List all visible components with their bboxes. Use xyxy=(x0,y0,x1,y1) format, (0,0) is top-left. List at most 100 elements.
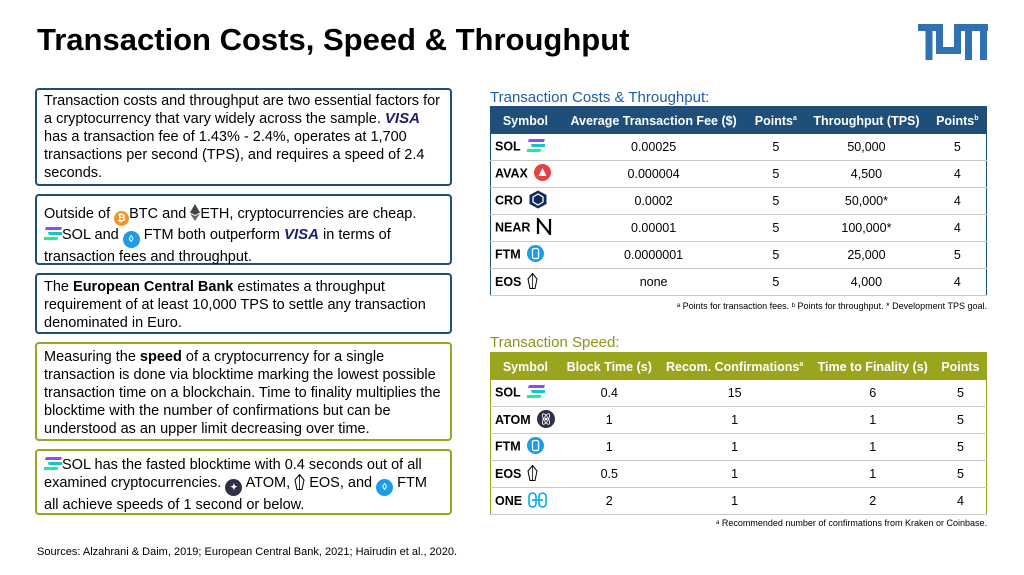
ecb-bold: European Central Bank xyxy=(73,279,234,295)
cell-block: 1 xyxy=(559,406,659,434)
cell-fin: 1 xyxy=(810,433,935,461)
table-row: CRO 0.0002 5 50,000* 4 xyxy=(490,187,987,215)
cell-p2: 5 xyxy=(928,241,987,269)
cell-block: 2 xyxy=(559,487,659,515)
cell-fee: none xyxy=(559,268,748,296)
intro-box: Transaction costs and throughput are two… xyxy=(35,88,452,186)
cell-p2: 4 xyxy=(928,160,987,188)
speed-table: Symbol Block Time (s) Recom. Confirmatio… xyxy=(490,352,987,515)
symbol-cell: NEAR xyxy=(490,214,560,242)
cell-tps: 4,500 xyxy=(804,160,929,188)
symbol-label: FTM xyxy=(495,439,521,454)
col-points: Points xyxy=(934,352,987,380)
symbol-cell: ONE xyxy=(490,487,560,515)
cheap-text-btc: BTC and xyxy=(129,206,187,222)
symbol-label: NEAR xyxy=(495,220,531,235)
table-row: AVAX 0.000004 5 4,500 4 xyxy=(490,160,987,188)
table-row: SOL 0.00025 5 50,000 5 xyxy=(490,134,987,161)
avalanche-icon xyxy=(533,164,551,184)
cell-tps: 50,000* xyxy=(804,187,929,215)
cell-fee: 0.0002 xyxy=(559,187,748,215)
cheap-text-ftm: FTM both outperform xyxy=(143,227,280,243)
cheap-text-sol: SOL and xyxy=(62,227,119,243)
table-header-row: Symbol Average Transaction Fee ($) Point… xyxy=(490,106,987,134)
fantom-icon xyxy=(526,245,544,265)
table-row: ATOM 1 1 1 5 xyxy=(490,406,987,434)
cell-block: 1 xyxy=(559,433,659,461)
cell-tps: 4,000 xyxy=(804,268,929,296)
eos-icon xyxy=(527,464,538,484)
symbol-cell: FTM xyxy=(490,241,560,269)
symbol-cell: ATOM xyxy=(490,406,560,434)
cheap-text-a: Outside of xyxy=(44,206,111,222)
symbol-label: CRO xyxy=(495,193,523,208)
cell-p2: 4 xyxy=(928,187,987,215)
visa-logo: VISA xyxy=(283,226,319,243)
col-fee: Average Transaction Fee ($) xyxy=(559,106,748,134)
eos-icon xyxy=(527,272,538,292)
symbol-label: ONE xyxy=(495,493,523,508)
cheap-text-eth: ETH, cryptocurrencies are cheap. xyxy=(200,206,417,222)
near-icon xyxy=(536,215,552,238)
fantom-icon: ◊ xyxy=(122,231,140,248)
cell-pts: 5 xyxy=(934,406,987,434)
col-confirmations: Recom. Confirmationsa xyxy=(658,352,811,380)
solana-icon xyxy=(523,385,548,401)
intro-text-1: Transaction costs and throughput are two… xyxy=(44,93,441,127)
cell-fee: 0.00025 xyxy=(559,134,748,161)
speed-text-a: Measuring the xyxy=(44,349,136,365)
table-row: EOS 0.5 1 1 5 xyxy=(490,460,987,488)
cell-tps: 100,000* xyxy=(804,214,929,242)
cell-conf: 1 xyxy=(658,433,811,461)
cell-p1: 5 xyxy=(747,187,805,215)
table2-caption: Transaction Speed: xyxy=(490,334,620,351)
sol-box: SOL has the fasted blocktime with 0.4 se… xyxy=(35,449,452,515)
speed-bold: speed xyxy=(139,349,182,365)
table-header-row: Symbol Block Time (s) Recom. Confirmatio… xyxy=(490,352,987,380)
symbol-label: FTM xyxy=(495,247,521,262)
cell-pts: 5 xyxy=(934,460,987,488)
cell-fin: 6 xyxy=(810,380,935,407)
ecb-text-a: The xyxy=(44,279,69,295)
cell-fin: 1 xyxy=(810,460,935,488)
cell-pts: 4 xyxy=(934,487,987,515)
symbol-cell: CRO xyxy=(490,187,560,215)
table2-note: ᵃ Recommended number of confirmations fr… xyxy=(716,518,987,528)
sol-text-eos: EOS, and xyxy=(309,475,373,491)
fantom-icon: ◊ xyxy=(376,479,394,496)
symbol-cell: SOL xyxy=(490,380,560,407)
cell-p2: 4 xyxy=(928,214,987,242)
table1-note: ᵃ Points for transaction fees. ᵇ Points … xyxy=(676,301,987,311)
ethereum-icon xyxy=(190,204,201,221)
symbol-cell: EOS xyxy=(490,460,560,488)
solana-icon xyxy=(41,457,65,470)
cell-tps: 50,000 xyxy=(804,134,929,161)
cell-p1: 5 xyxy=(747,241,805,269)
intro-text-2: has a transaction fee of 1.43% - 2.4%, o… xyxy=(44,129,425,181)
cheap-text-end: in terms of transaction fees and through… xyxy=(44,227,391,265)
table-row: SOL 0.4 15 6 5 xyxy=(490,380,987,407)
sol-text-atom: ATOM, xyxy=(245,475,291,491)
sol-text-ftm: FTM xyxy=(397,475,427,491)
cosmos-icon xyxy=(536,409,555,431)
col-symbol: Symbol xyxy=(490,352,560,380)
ecb-box: The European Central Bank estimates a th… xyxy=(35,273,452,334)
col-points-a: Pointsa xyxy=(747,106,805,134)
eos-icon xyxy=(294,473,305,490)
cell-pts: 5 xyxy=(934,380,987,407)
visa-logo: VISA xyxy=(384,110,420,127)
bitcoin-icon: ₿ xyxy=(114,211,130,226)
fantom-icon xyxy=(526,437,544,457)
col-symbol: Symbol xyxy=(490,106,560,134)
solana-icon xyxy=(41,227,65,240)
symbol-cell: SOL xyxy=(490,134,560,161)
symbol-label: EOS xyxy=(495,274,522,289)
symbol-label: AVAX xyxy=(495,166,528,181)
cell-tps: 25,000 xyxy=(804,241,929,269)
costs-table: Symbol Average Transaction Fee ($) Point… xyxy=(490,106,987,296)
cell-p1: 5 xyxy=(747,134,805,161)
cell-p1: 5 xyxy=(747,268,805,296)
sources: Sources: Alzahrani & Daim, 2019; Europea… xyxy=(37,546,458,558)
cell-fee: 0.0000001 xyxy=(559,241,748,269)
table-row: EOS none 5 4,000 4 xyxy=(490,268,987,296)
